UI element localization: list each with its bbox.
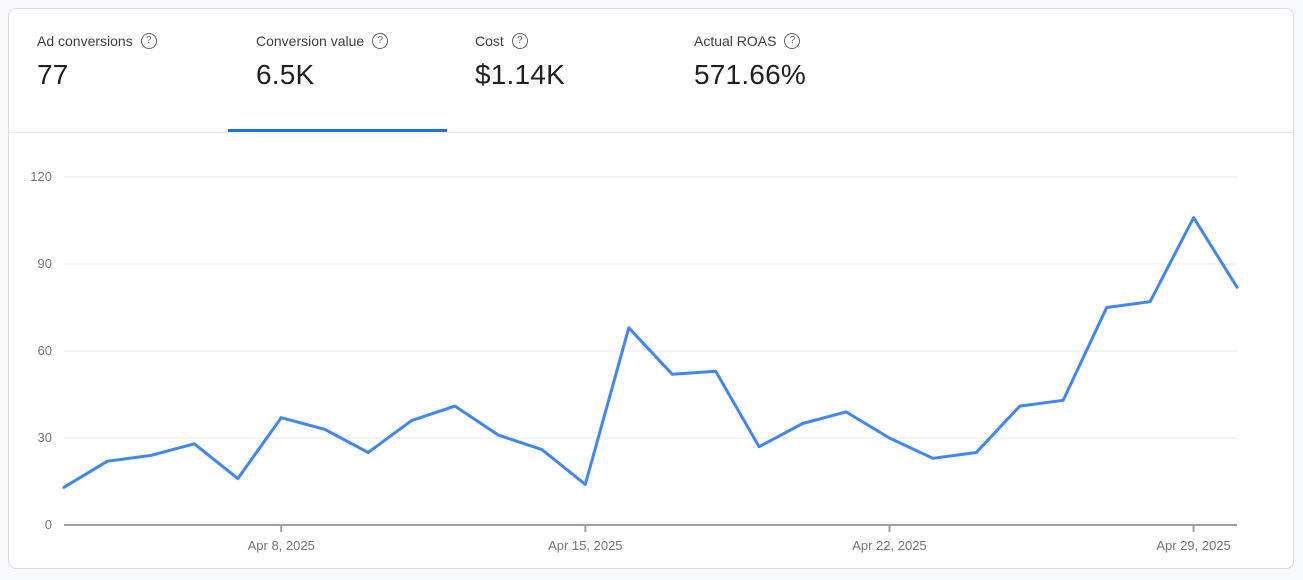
y-axis-tick-label: 60 (38, 343, 52, 358)
x-axis-tick-label: Apr 29, 2025 (1156, 538, 1230, 553)
chart-line-series (62, 216, 1239, 489)
metric-label: Actual ROAS (694, 33, 777, 49)
metric-label: Ad conversions (37, 33, 133, 49)
metric-label: Conversion value (256, 33, 365, 49)
metric-value: $1.14K (475, 59, 565, 90)
help-circle-icon[interactable]: ? (784, 33, 801, 49)
help-circle-icon[interactable]: ? (511, 33, 528, 49)
metric-label-row: Ad conversions ? (37, 33, 228, 49)
y-axis-tick-label: 120 (30, 169, 52, 184)
tab-conversion-value[interactable]: Conversion value ? 6.5K (228, 9, 447, 132)
metric-value: 77 (37, 59, 69, 90)
y-axis-tick-label: 0 (45, 517, 52, 532)
metric-label: Cost (475, 33, 504, 49)
selected-tab-indicator (228, 129, 447, 132)
timeseries-chart-area: 0 30 60 90 120 Apr 8, 2025 Apr 15, 2025 Apr 22,… (9, 134, 1293, 568)
metrics-chart-card: Ad conversions ? 77 Conversion value ? 6… (8, 8, 1294, 569)
y-axis-tick-label: 30 (38, 430, 52, 445)
help-circle-icon[interactable]: ? (140, 33, 157, 49)
y-axis-tick-label: 90 (38, 256, 52, 271)
x-axis-tick-label: Apr 22, 2025 (852, 538, 926, 553)
x-axis-tick-label: Apr 8, 2025 (248, 538, 315, 553)
metric-tabs: Ad conversions ? 77 Conversion value ? 6… (9, 9, 1293, 133)
metric-value: 571.66% (694, 59, 806, 90)
metric-label-row: Cost ? (475, 33, 666, 49)
tab-ad-conversions[interactable]: Ad conversions ? 77 (9, 9, 228, 132)
help-circle-icon[interactable]: ? (372, 33, 389, 49)
metric-label-row: Conversion value ? (256, 33, 447, 49)
metric-label-row: Actual ROAS ? (694, 33, 885, 49)
conversion-value-line-chart: 0 30 60 90 120 Apr 8, 2025 Apr 15, 2025 Apr 22,… (30, 169, 1239, 553)
tab-actual-roas[interactable]: Actual ROAS ? 571.66% (666, 9, 885, 132)
x-axis-tick-label: Apr 15, 2025 (548, 538, 622, 553)
metric-value: 6.5K (256, 59, 315, 90)
tab-cost[interactable]: Cost ? $1.14K (447, 9, 666, 132)
